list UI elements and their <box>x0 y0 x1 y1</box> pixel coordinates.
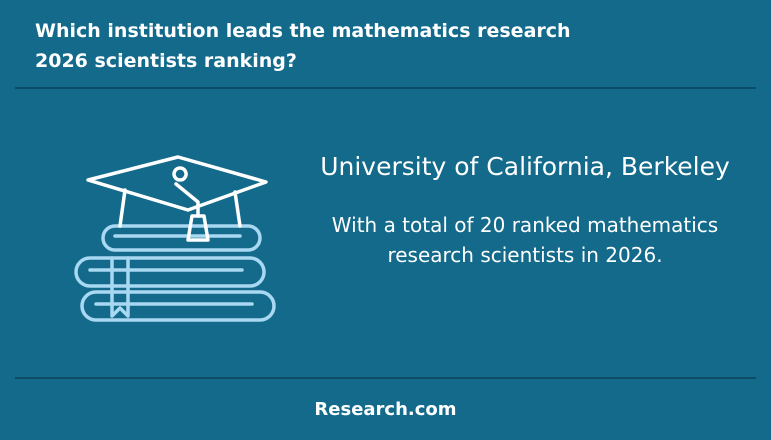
title: 2026 scientists ranking? <box>35 50 297 72</box>
title: Which institution leads the mathematics … <box>35 20 571 42</box>
institution-name: University of California, Berkeley <box>320 152 730 181</box>
graduation-icon <box>74 155 276 322</box>
brand: Research.com <box>314 399 457 420</box>
divider <box>15 87 756 89</box>
description: research scientists in 2026. <box>387 243 663 267</box>
divider <box>15 377 756 379</box>
description: With a total of 20 ranked mathematics <box>331 213 719 237</box>
